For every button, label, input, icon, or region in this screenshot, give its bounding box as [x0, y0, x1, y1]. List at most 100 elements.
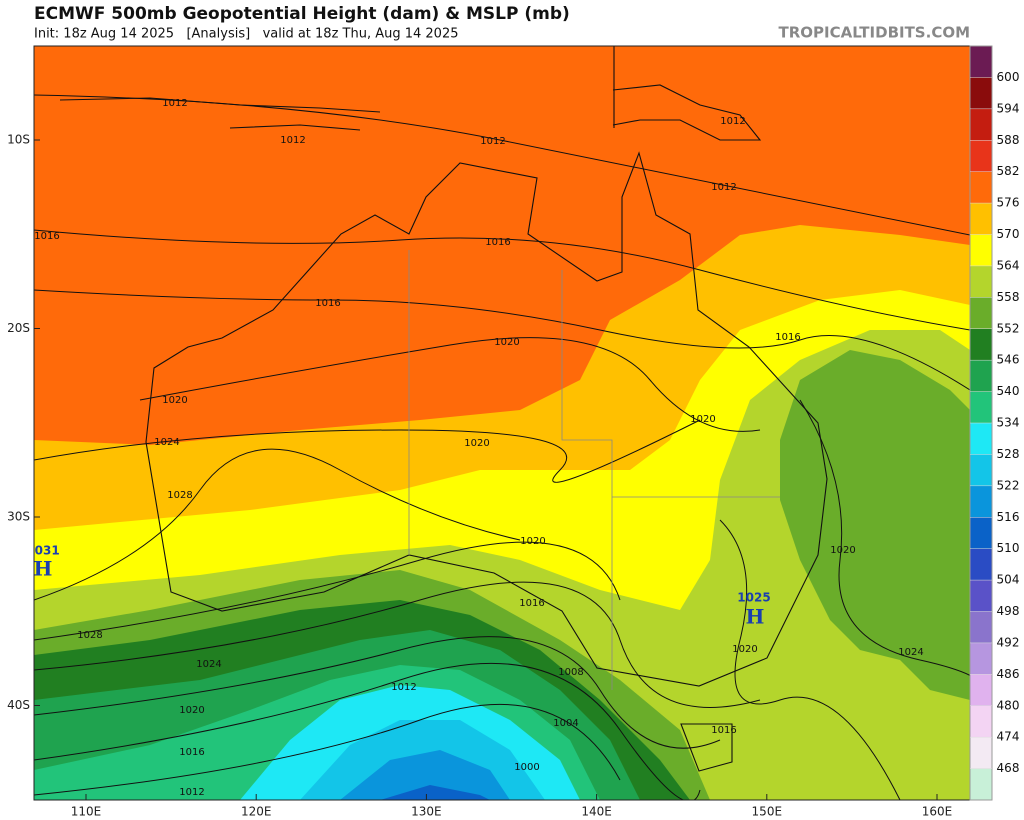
contour-label: 1024: [898, 647, 923, 658]
lon-label: 120E: [241, 805, 272, 819]
contour-label: 1012: [720, 116, 745, 127]
colorbar-label: 588: [997, 133, 1020, 147]
color-box: [970, 46, 992, 78]
contour-label: 1020: [179, 705, 204, 716]
color-box: [970, 297, 992, 330]
color-box: [970, 328, 992, 361]
contour-label: 1016: [34, 231, 59, 242]
contour-label: 1012: [391, 682, 416, 693]
color-box: [970, 580, 992, 612]
color-box: [970, 705, 992, 738]
color-box: [970, 203, 992, 235]
colorbar-label: 534: [997, 416, 1020, 430]
color-box: [970, 611, 992, 644]
high-letter: H: [34, 557, 53, 581]
colorbar-label: 510: [997, 541, 1020, 555]
contour-label: 1016: [775, 332, 800, 343]
color-box: [970, 77, 992, 110]
colorbar-label: 468: [997, 761, 1020, 775]
high-markers: 1031 H 1025 H: [26, 544, 771, 629]
lon-label: 110E: [71, 805, 102, 819]
band: [780, 350, 970, 700]
contour-label: 1020: [464, 438, 489, 449]
axes: 10S 20S 30S 40S 110E 120E 130E 140E 150E 160E: [7, 133, 952, 819]
colorbar-label: 486: [997, 667, 1020, 681]
contour-label: 1024: [154, 437, 179, 448]
color-box: [970, 391, 992, 424]
contour-label: 1024: [196, 659, 221, 670]
contour-label: 1012: [711, 182, 736, 193]
colorbar-label: 492: [997, 635, 1020, 649]
site-name: TROPICALTIDBITS.COM: [779, 24, 971, 42]
contour-label: 1016: [519, 598, 544, 609]
colorbar-label: 582: [997, 164, 1020, 178]
colorbar-label: 594: [997, 101, 1020, 115]
subtitle: Init: 18z Aug 14 2025 [Analysis] valid a…: [34, 27, 459, 42]
lon-label: 160E: [922, 805, 953, 819]
contour-label: 1012: [280, 135, 305, 146]
color-box: [970, 674, 992, 707]
colorbar-label: 546: [997, 353, 1020, 367]
colorbar-label: 600: [997, 70, 1020, 84]
lat-label: 40S: [7, 698, 30, 712]
colorbar-label: 570: [997, 227, 1020, 241]
color-box: [970, 485, 992, 518]
color-box: [970, 140, 992, 173]
colorbar-label: 564: [997, 258, 1020, 272]
color-box: [970, 768, 992, 801]
map: 1012 1012 1012 1012 1012 1016 1016 1016 …: [26, 45, 971, 801]
band: [340, 750, 510, 800]
color-box: [970, 517, 992, 550]
lon-label: 150E: [752, 805, 783, 819]
colorbar-label: 576: [997, 196, 1020, 210]
lat-label: 10S: [7, 133, 30, 147]
colorbar-label: 480: [997, 698, 1020, 712]
colorbar-label: 516: [997, 510, 1020, 524]
colorbar: 600 594 588 582 576 570 564 558 552 546 540 534 528 5…: [969, 45, 1020, 801]
contour-labels: 1012 1012 1012 1012 1012 1016 1016 1016 …: [34, 98, 923, 798]
color-box: [970, 108, 992, 141]
colorbar-label: 558: [997, 290, 1020, 304]
contour-label: 1012: [179, 787, 204, 798]
colorbar-label: 474: [997, 730, 1020, 744]
high-value: 1031: [26, 544, 59, 558]
color-box: [970, 737, 992, 770]
color-box: [970, 642, 992, 675]
color-box: [970, 454, 992, 487]
color-box: [970, 171, 992, 204]
lon-label: 130E: [411, 805, 442, 819]
contour-label: 1020: [690, 414, 715, 425]
contour-label: 1004: [553, 718, 578, 729]
band: [380, 785, 490, 800]
contour-label: 1016: [315, 298, 340, 309]
contour-label: 1020: [162, 395, 187, 406]
colorbar-label: 504: [997, 573, 1020, 587]
contour-label: 1020: [830, 545, 855, 556]
colorbar-label: 522: [997, 478, 1020, 492]
contour-label: 1012: [480, 136, 505, 147]
contour-label: 1012: [162, 98, 187, 109]
contour-label: 1008: [558, 667, 583, 678]
colorbar-label: 552: [997, 321, 1020, 335]
contour-label: 1020: [494, 337, 519, 348]
color-box: [970, 423, 992, 455]
contour-label: 1016: [485, 237, 510, 248]
contour-label: 1028: [77, 630, 102, 641]
color-box: [970, 234, 992, 267]
contour-label: 1000: [514, 762, 539, 773]
color-box: [970, 548, 992, 581]
contour-label: 1020: [732, 644, 757, 655]
high-letter: H: [746, 605, 765, 629]
colorbar-label: 528: [997, 447, 1020, 461]
colorbar-label: 498: [997, 604, 1020, 618]
contour-label: 1016: [179, 747, 204, 758]
contour-label: 1016: [711, 725, 736, 736]
colorbar-label: 540: [997, 384, 1020, 398]
lat-label: 20S: [7, 321, 30, 335]
lat-label: 30S: [7, 510, 30, 524]
coastlines: [59, 46, 828, 772]
contour-label: 1020: [520, 536, 545, 547]
high-value: 1025: [737, 591, 770, 605]
color-box: [970, 360, 992, 393]
